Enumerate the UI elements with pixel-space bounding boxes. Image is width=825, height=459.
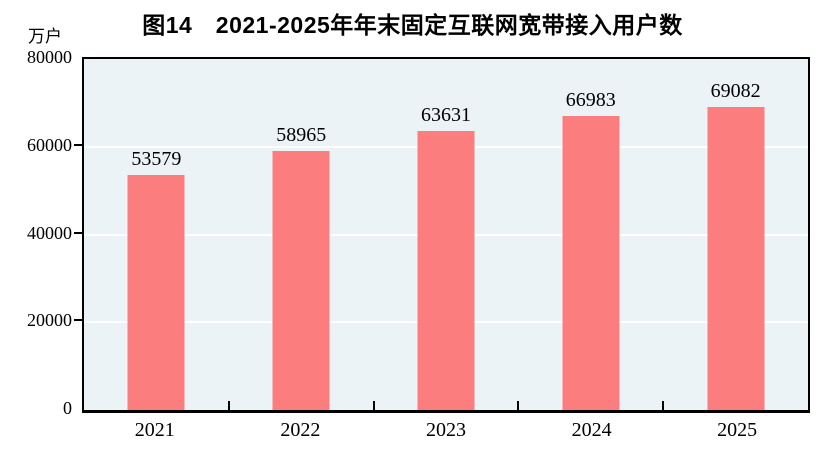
x-axis-tick bbox=[662, 401, 665, 410]
bar-2024 bbox=[562, 116, 620, 410]
x-axis-label-2025: 2025 bbox=[717, 419, 758, 441]
bar-2022 bbox=[272, 151, 330, 410]
y-axis-labels: 0 20000 40000 60000 80000 bbox=[0, 48, 72, 417]
category-cell: 53579 bbox=[84, 59, 229, 410]
x-axis-tick bbox=[372, 401, 375, 410]
bar-value-label: 58965 bbox=[276, 124, 327, 147]
bar-value-label: 53579 bbox=[131, 147, 182, 170]
x-axis-label-2023: 2023 bbox=[425, 419, 466, 441]
y-axis-label: 80000 bbox=[27, 47, 72, 67]
bar-value-label: 63631 bbox=[420, 103, 471, 126]
x-axis-label-2024: 2024 bbox=[571, 419, 612, 441]
category-cell: 63631 bbox=[374, 59, 519, 410]
bar-2021 bbox=[127, 174, 185, 410]
x-axis-labels: 2021 2022 2023 2024 2025 bbox=[82, 419, 810, 447]
y-axis-label: 0 bbox=[63, 398, 72, 418]
y-axis-tick bbox=[74, 143, 82, 146]
y-axis-unit-label: 万户 bbox=[28, 27, 62, 46]
x-axis-tick bbox=[517, 401, 520, 410]
bar-value-label: 66983 bbox=[565, 89, 616, 112]
x-axis-label-2021: 2021 bbox=[134, 419, 175, 441]
category-cell: 66983 bbox=[518, 59, 663, 410]
y-axis-label: 20000 bbox=[27, 310, 72, 331]
chart-title: 图14 2021-2025年年末固定互联网宽带接入用户数 bbox=[142, 12, 683, 38]
category-cell: 69082 bbox=[663, 59, 808, 410]
y-axis-label: 60000 bbox=[27, 134, 72, 155]
bar-2025 bbox=[707, 106, 765, 410]
y-axis-label: 40000 bbox=[27, 222, 72, 243]
category-cell: 58965 bbox=[229, 59, 374, 410]
bar-2023 bbox=[417, 130, 475, 410]
y-axis-tick bbox=[74, 231, 82, 234]
plot-area: 53579 58965 63631 66983 69082 bbox=[82, 57, 810, 413]
bar-value-label: 69082 bbox=[710, 79, 761, 102]
x-axis-label-2022: 2022 bbox=[280, 419, 321, 441]
x-axis-tick bbox=[227, 401, 230, 410]
y-axis-tick bbox=[74, 319, 82, 322]
y-axis-ticks bbox=[74, 57, 82, 408]
